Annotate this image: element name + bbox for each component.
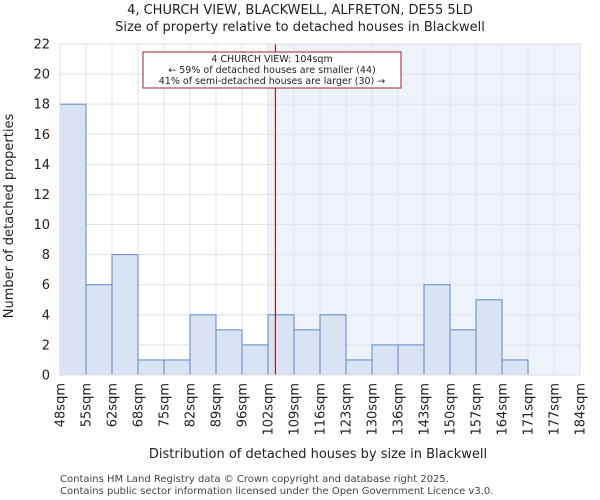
chart-title: 4, CHURCH VIEW, BLACKWELL, ALFRETON, DE5… [127, 3, 473, 18]
y-tick-label: 12 [33, 188, 50, 203]
bar-102sqm [267, 314, 295, 376]
x-tick-label: 136sqm [392, 383, 407, 436]
bar-82sqm [189, 314, 217, 376]
annotation-line-1: 4 CHURCH VIEW: 104sqm [211, 54, 332, 65]
bar-164sqm [501, 359, 529, 376]
y-tick-label: 6 [42, 278, 50, 293]
bar-157sqm [475, 299, 503, 376]
x-tick-label: 102sqm [262, 383, 277, 436]
bar-55sqm [85, 284, 113, 376]
y-tick-label: 4 [42, 308, 50, 323]
y-tick-label: 10 [33, 218, 50, 233]
x-tick-label: 157sqm [470, 383, 485, 436]
x-tick-label: 82sqm [184, 383, 199, 427]
x-tick-label: 184sqm [574, 383, 589, 436]
x-tick-label: 96sqm [236, 383, 251, 427]
y-tick-label: 14 [33, 158, 50, 173]
x-tick-label: 68sqm [132, 383, 147, 427]
bar-136sqm [397, 344, 425, 376]
annotation-box: 4 CHURCH VIEW: 104sqm ← 59% of detached … [142, 51, 402, 89]
bar-68sqm [137, 359, 165, 376]
x-tick-label: 143sqm [418, 383, 433, 436]
bar-96sqm [241, 344, 269, 376]
x-axis-label: Distribution of detached houses by size … [149, 447, 487, 462]
y-tick-label: 22 [33, 38, 50, 53]
bar-109sqm [293, 329, 321, 376]
x-tick-label: 130sqm [366, 383, 381, 436]
annotation-frame [142, 51, 402, 89]
x-tick-label: 89sqm [210, 383, 225, 427]
bar-62sqm [111, 254, 139, 376]
bar-89sqm [215, 329, 243, 376]
x-tick-label: 150sqm [444, 383, 459, 436]
bar-143sqm [423, 284, 451, 376]
bar-75sqm [163, 359, 191, 376]
y-ticks: 0 2 4 6 8 10 12 14 16 18 20 22 [33, 38, 50, 384]
y-tick-label: 16 [33, 128, 50, 143]
x-tick-label: 171sqm [522, 383, 537, 436]
bar-150sqm [449, 329, 477, 376]
annotation-line-3: 41% of semi-detached houses are larger (… [159, 76, 386, 87]
footer-line-2: Contains public sector information licen… [60, 486, 493, 497]
bar-123sqm [345, 359, 373, 376]
x-tick-label: 48sqm [54, 383, 69, 427]
y-tick-label: 18 [33, 98, 50, 113]
y-tick-label: 20 [33, 68, 50, 83]
x-tick-label: 164sqm [496, 383, 511, 436]
x-tick-label: 109sqm [288, 383, 303, 436]
plot-frame [59, 43, 581, 376]
x-tick-label: 116sqm [314, 383, 329, 436]
chart-subtitle: Size of property relative to detached ho… [115, 20, 485, 35]
bars [59, 103, 529, 376]
bar-48sqm [59, 103, 87, 376]
x-tick-label: 62sqm [106, 383, 121, 427]
bar-130sqm [371, 344, 399, 376]
x-tick-label: 55sqm [80, 383, 95, 427]
y-tick-label: 8 [42, 248, 50, 263]
bar-116sqm [319, 314, 347, 376]
x-tick-label: 177sqm [548, 383, 563, 436]
x-ticks: 48sqm 55sqm 62sqm 68sqm 75sqm 82sqm 89sqm 96sqm… [54, 383, 589, 436]
y-tick-label: 2 [42, 338, 50, 353]
y-tick-label: 0 [42, 369, 50, 384]
x-tick-label: 75sqm [158, 383, 173, 427]
y-axis-label: Number of detached properties [2, 114, 17, 319]
annotation-line-2: ← 59% of detached houses are smaller (44… [168, 65, 375, 76]
x-tick-label: 123sqm [340, 383, 355, 436]
footer-line-1: Contains HM Land Registry data © Crown c… [60, 474, 449, 485]
